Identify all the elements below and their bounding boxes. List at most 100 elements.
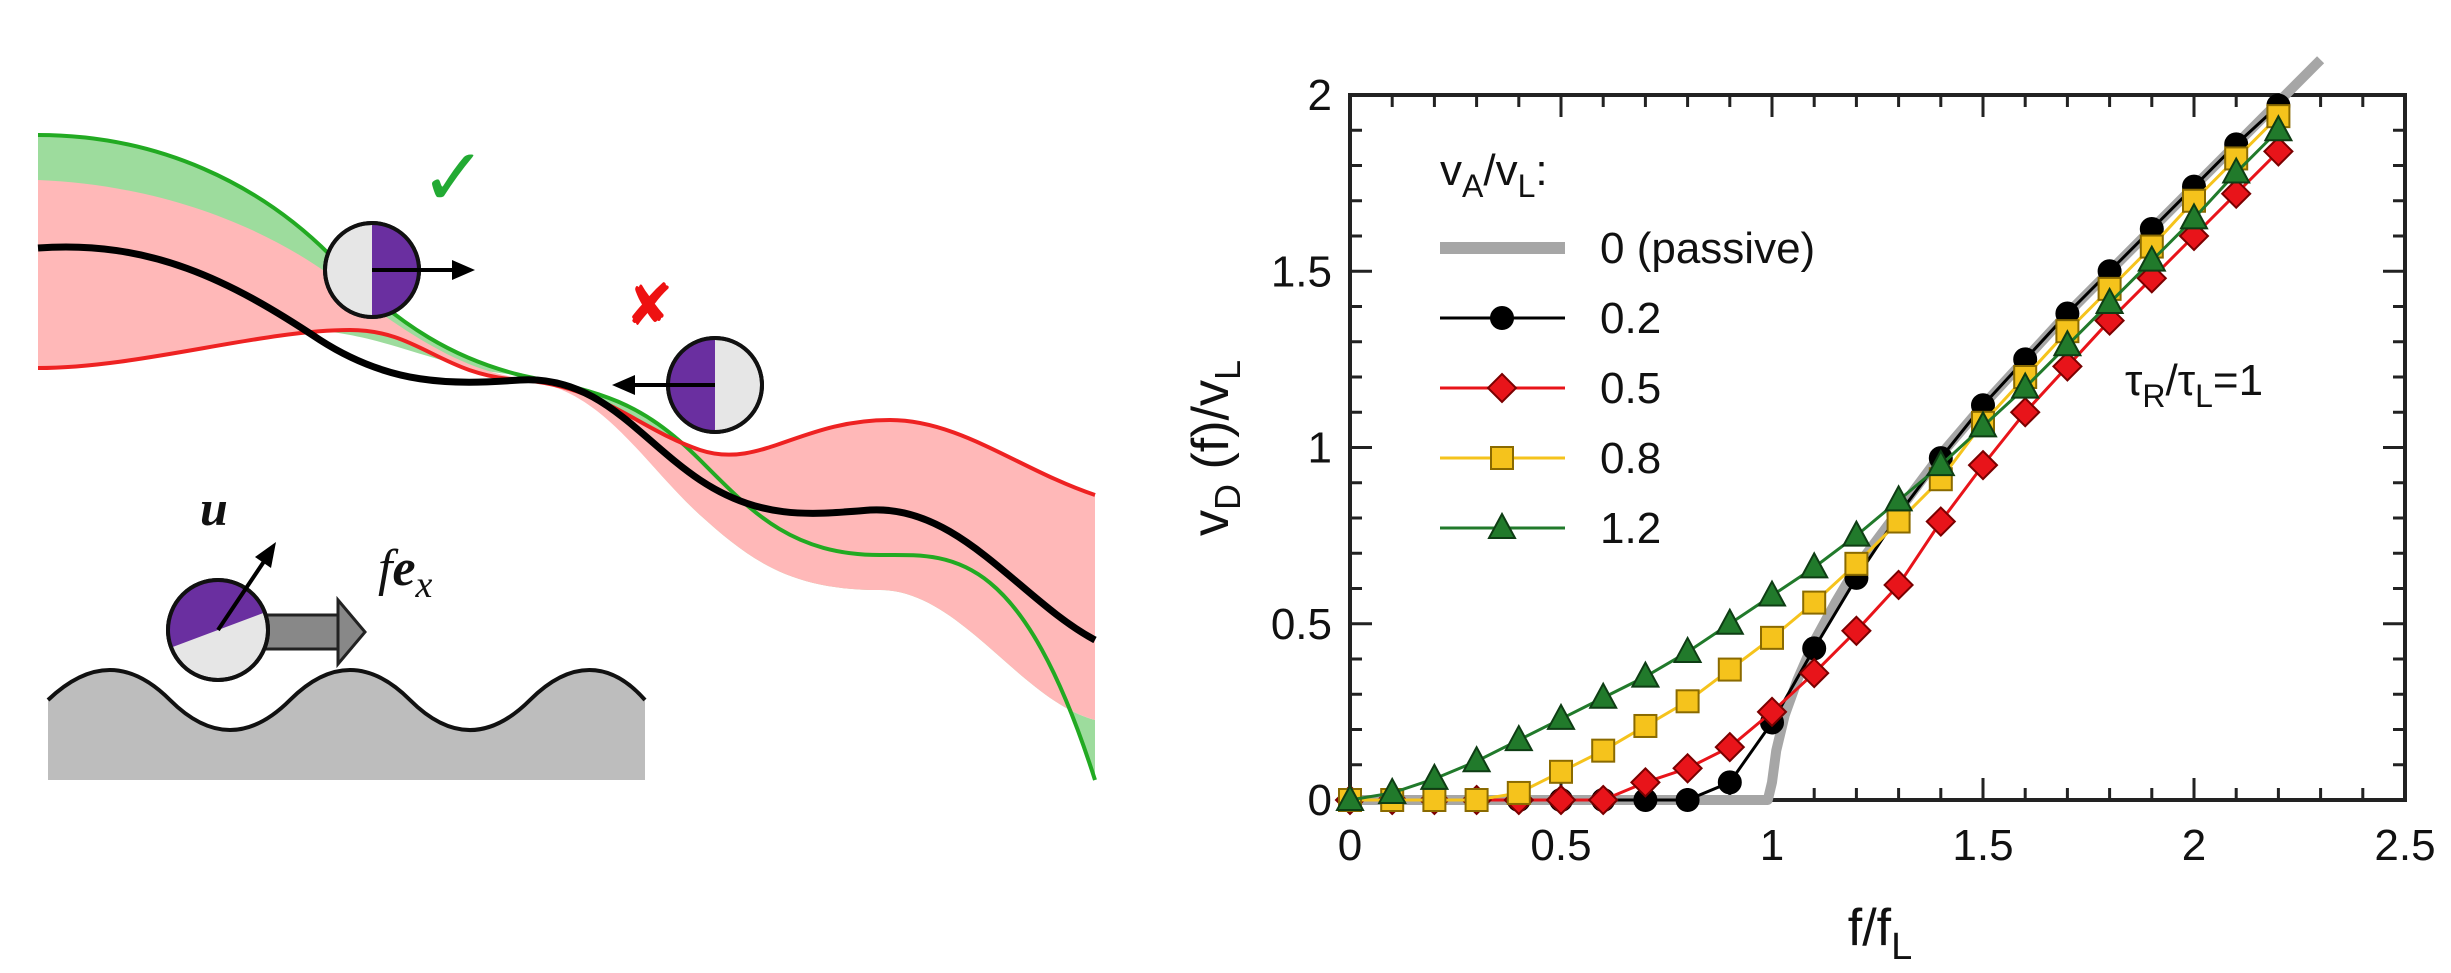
y-tick-label: 0.5 xyxy=(1271,600,1332,649)
data-point xyxy=(1757,579,1787,607)
data-point xyxy=(2010,371,2040,399)
data-point xyxy=(1802,636,1827,661)
legend-marker xyxy=(1486,372,1518,404)
data-point xyxy=(2179,202,2209,230)
legend-label: 0.5 xyxy=(1600,364,1661,413)
tick-labels: 0 0.5 1 1.5 2 2.5 0 0.5 1 1.5 2 xyxy=(1271,71,2436,870)
data-point xyxy=(1926,449,1956,477)
legend: vA/vL: 0 (passive) 0.2 0.5 0.8 1.2 xyxy=(1440,146,1815,553)
data-point xyxy=(1717,770,1742,795)
data-point xyxy=(1844,551,1869,576)
chart-panel: 0 0.5 1 1.5 2 2.5 0 0.5 1 1.5 2 f/fL vD (f)/vL vA/… xyxy=(1182,56,2436,968)
green-upper-edge xyxy=(37,133,1097,781)
particle-left xyxy=(612,336,764,434)
data-point xyxy=(1886,509,1911,534)
data-point xyxy=(1756,696,1788,728)
data-point xyxy=(1715,607,1745,635)
y-tick-label: 1 xyxy=(1308,424,1332,473)
legend-entry: 0.8 xyxy=(1440,434,1661,483)
data-point xyxy=(1506,780,1531,805)
data-point xyxy=(2263,114,2294,142)
data-point xyxy=(1335,783,1365,811)
data-point xyxy=(1549,759,1573,784)
series-line xyxy=(1350,104,2280,802)
data-point xyxy=(1461,745,1492,773)
data-point xyxy=(2262,135,2294,167)
legend-label: 0 (passive) xyxy=(1600,224,1815,273)
x-tick-label: 0 xyxy=(1338,821,1362,870)
data-point xyxy=(1588,681,1618,709)
x-axis-label: f/fL xyxy=(1848,899,1912,968)
substrate xyxy=(48,670,645,780)
check-mark: ✓ xyxy=(420,131,487,224)
y-tick-label: 0 xyxy=(1308,776,1332,825)
data-point xyxy=(1629,766,1661,798)
data-point xyxy=(1717,657,1742,682)
data-point xyxy=(1799,551,1829,579)
data-point xyxy=(1422,788,1447,812)
schematic-panel: ✓ ✘ u xyxy=(37,131,1097,781)
data-point xyxy=(2094,286,2125,314)
data-point xyxy=(1675,689,1700,714)
data-point xyxy=(1883,484,1914,512)
data-point xyxy=(1545,784,1577,816)
data-point xyxy=(1377,776,1407,804)
data-point xyxy=(1714,731,1746,763)
data-point xyxy=(1591,738,1616,763)
x-tick-label: 1.5 xyxy=(1952,821,2013,870)
data-point xyxy=(2009,396,2041,428)
legend-entry: 1.2 xyxy=(1440,504,1661,553)
particle-right xyxy=(323,221,475,319)
substrate-edge xyxy=(46,668,647,732)
data-point xyxy=(2221,156,2251,184)
force-label: fex xyxy=(378,540,433,606)
legend-marker xyxy=(1487,511,1517,539)
legend-marker xyxy=(1490,306,1514,330)
x-tick-label: 0.5 xyxy=(1530,821,1591,870)
data-point xyxy=(1841,519,1872,547)
x-tick-label: 1 xyxy=(1760,821,1784,870)
particle-active xyxy=(166,542,367,682)
data-point xyxy=(1967,449,1999,481)
legend-title: vA/vL: xyxy=(1440,146,1548,204)
data-point xyxy=(1504,723,1534,752)
data-point xyxy=(1464,788,1489,812)
data-point xyxy=(1840,615,1872,647)
y-tick-label: 1.5 xyxy=(1271,247,1332,296)
series-layer xyxy=(1334,56,2325,816)
data-point xyxy=(1760,625,1784,650)
data-point xyxy=(1419,762,1450,790)
data-point xyxy=(2137,244,2167,272)
potential-center-line xyxy=(37,243,1097,644)
data-point xyxy=(1675,788,1700,812)
data-point xyxy=(1798,657,1830,689)
series-4 xyxy=(1335,114,2294,811)
vector-u-label: u xyxy=(200,480,228,536)
legend-entry: 0.2 xyxy=(1440,294,1661,343)
data-point xyxy=(2220,178,2252,210)
legend-label: 0.2 xyxy=(1600,294,1661,343)
data-point xyxy=(2051,351,2083,382)
legend-label: 0.8 xyxy=(1600,434,1661,483)
x-tick-label: 2 xyxy=(2182,821,2206,870)
x-tick-label: 2.5 xyxy=(2374,821,2435,870)
tau-annotation: τR/τL=1 xyxy=(2125,356,2263,414)
legend-entry: 0 (passive) xyxy=(1440,224,1815,273)
data-point xyxy=(1802,590,1827,615)
data-point xyxy=(1587,784,1619,816)
cross-mark: ✘ xyxy=(625,271,674,339)
data-point xyxy=(1633,713,1658,738)
legend-marker xyxy=(1490,446,1514,470)
y-axis-label: vD (f)/vL xyxy=(1182,360,1248,536)
data-point xyxy=(1968,410,1998,438)
data-point xyxy=(1925,506,1957,537)
data-point xyxy=(1672,752,1704,784)
red-band xyxy=(38,180,1095,720)
data-point xyxy=(1546,702,1576,730)
y-tick-label: 2 xyxy=(1308,71,1332,120)
data-point xyxy=(1883,569,1915,601)
data-point xyxy=(1672,635,1703,663)
data-point xyxy=(2052,329,2083,357)
data-point xyxy=(1630,660,1661,688)
